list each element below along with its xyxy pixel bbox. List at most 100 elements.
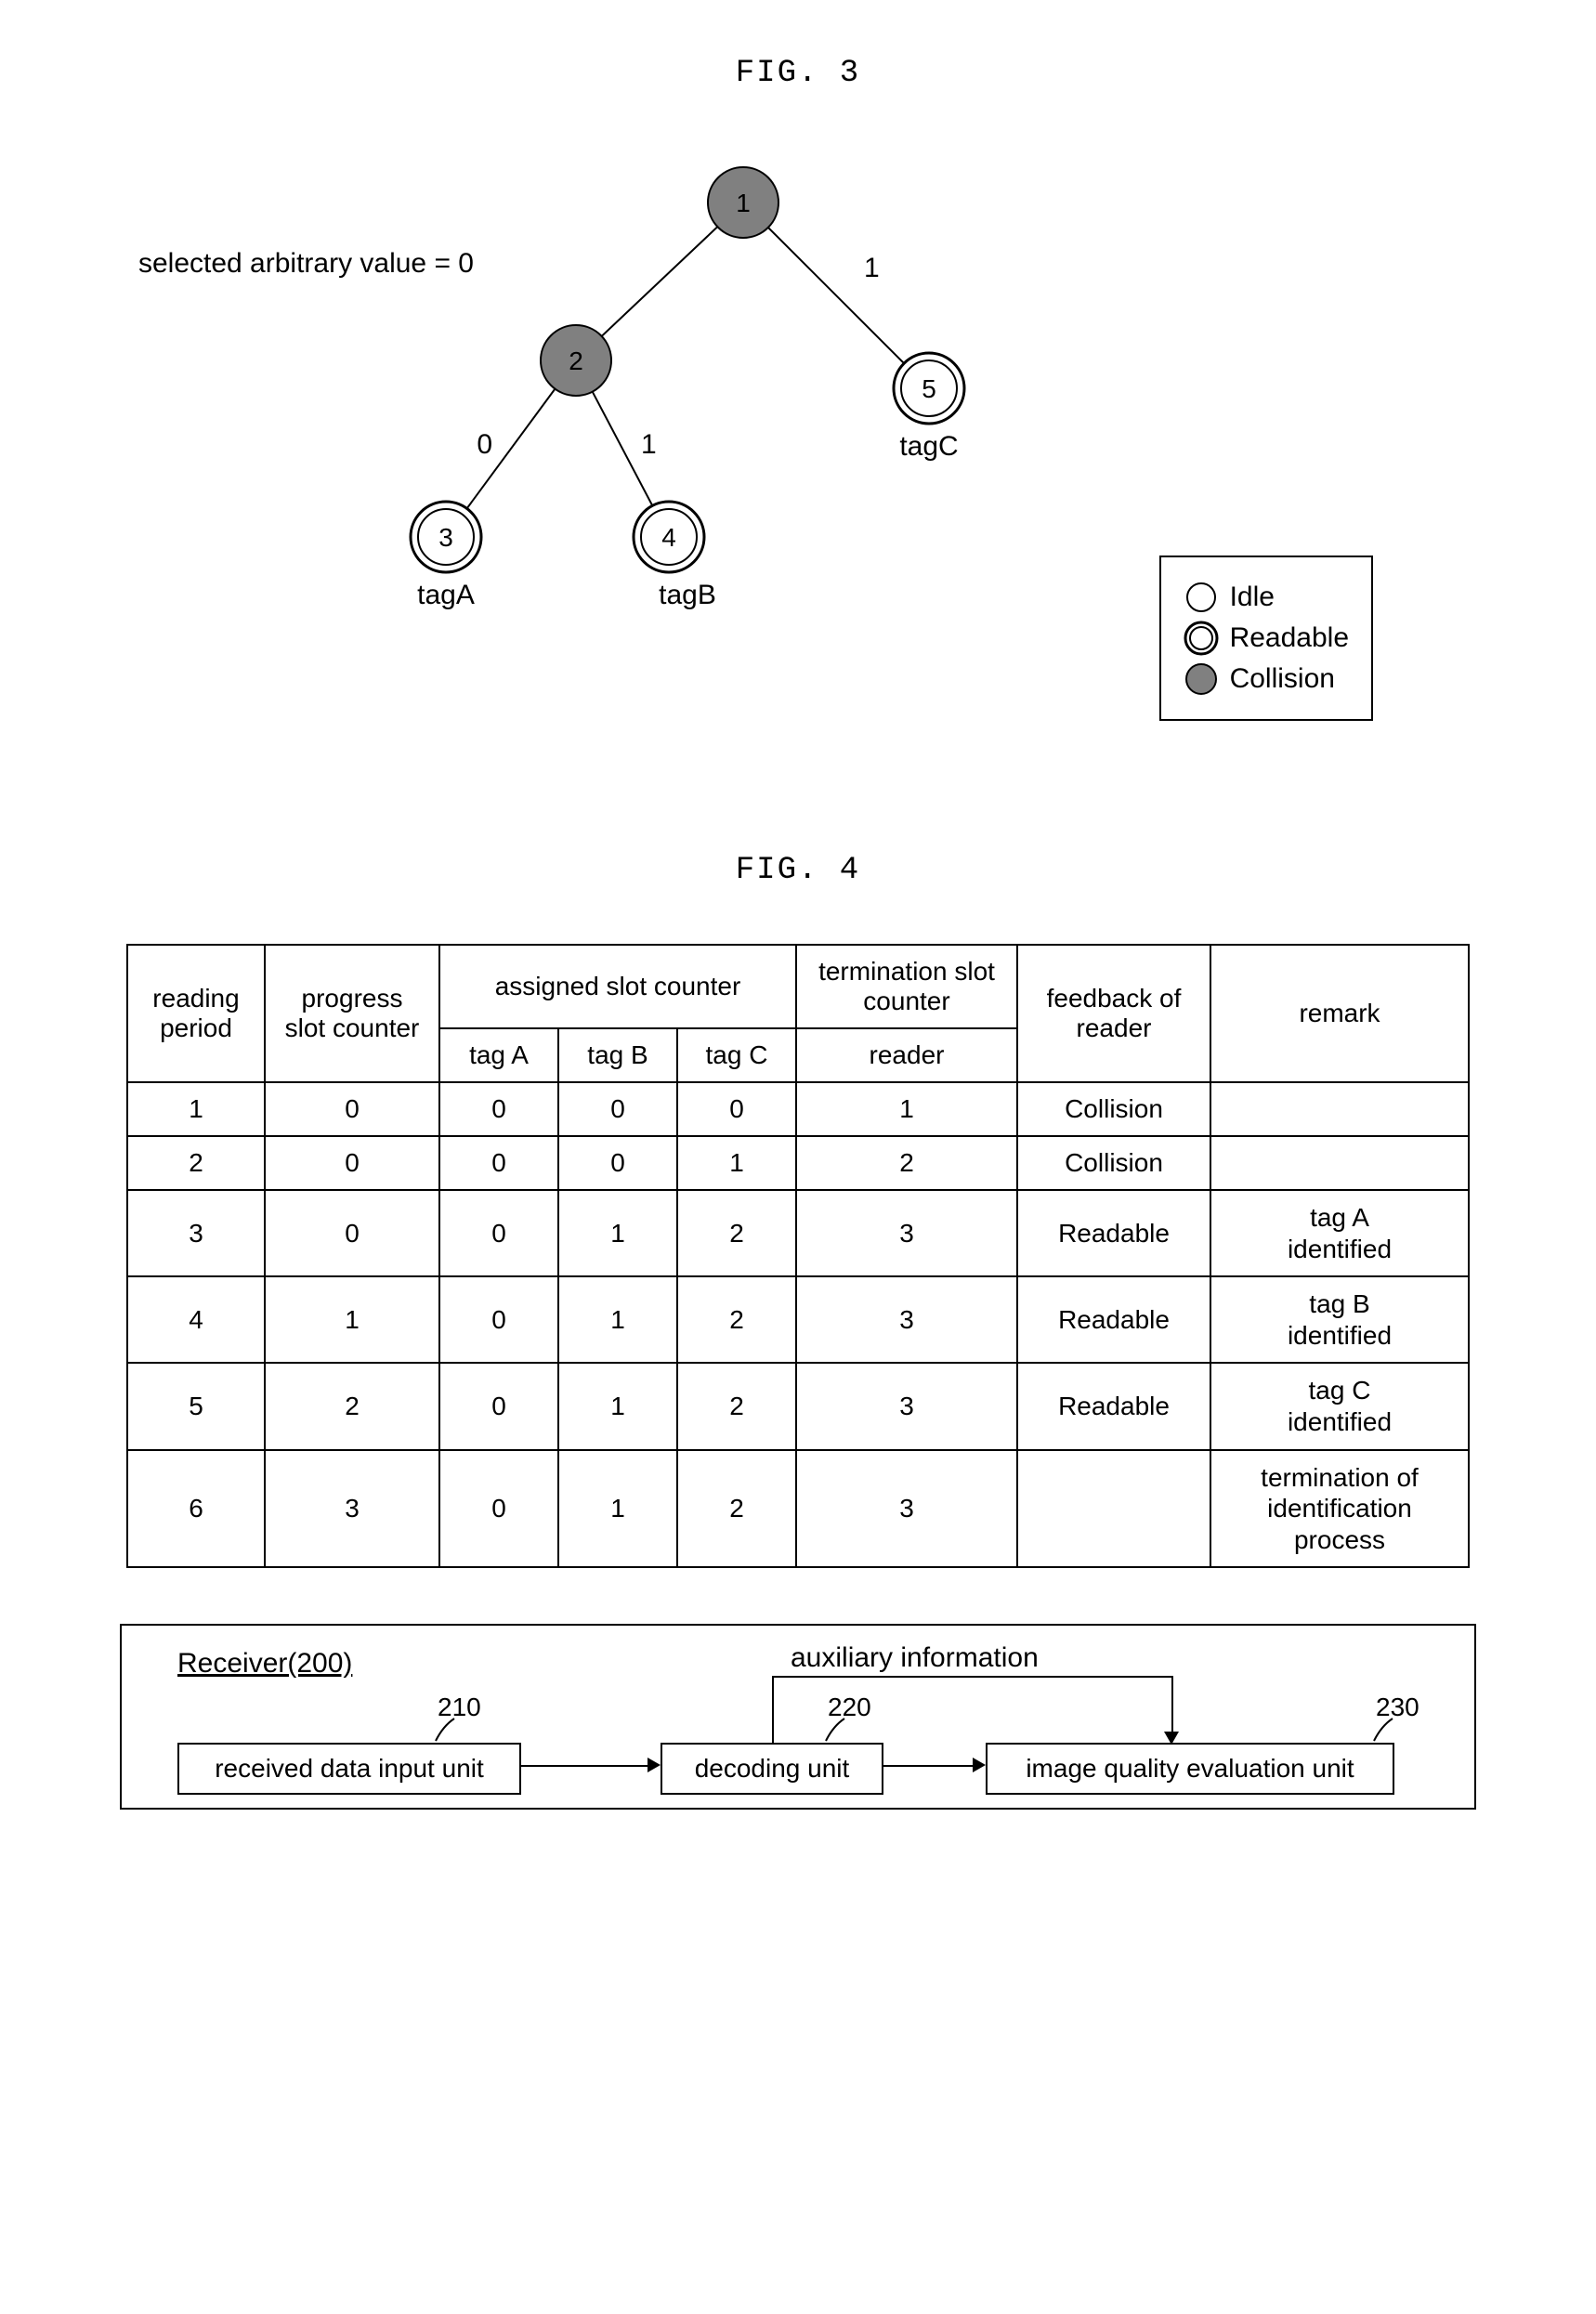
- table-cell: Readable: [1017, 1276, 1210, 1363]
- table-cell: 2: [127, 1136, 265, 1190]
- arrow-head-220-230: [973, 1758, 986, 1772]
- table-cell: 1: [677, 1136, 796, 1190]
- table-cell: 2: [677, 1190, 796, 1276]
- legend-idle: Idle: [1184, 580, 1349, 615]
- table-cell: 1: [558, 1190, 677, 1276]
- table-row: 200012Collision: [127, 1136, 1469, 1190]
- svg-text:1: 1: [641, 429, 657, 460]
- table-cell: 1: [558, 1276, 677, 1363]
- table-row: 520123Readabletag Cidentified: [127, 1363, 1469, 1449]
- table-cell: termination ofidentificationprocess: [1210, 1450, 1469, 1568]
- receiver-box: Receiver(200) auxiliary information 210 …: [120, 1624, 1476, 1810]
- table-cell: 1: [558, 1363, 677, 1449]
- table-cell: tag Bidentified: [1210, 1276, 1469, 1363]
- table-row: 100001Collision: [127, 1082, 1469, 1136]
- table-cell: 0: [439, 1276, 558, 1363]
- svg-text:tagB: tagB: [659, 580, 716, 610]
- table-cell: 1: [796, 1082, 1017, 1136]
- legend-idle-label: Idle: [1230, 582, 1275, 613]
- table-cell: 0: [558, 1136, 677, 1190]
- table-cell: 0: [439, 1190, 558, 1276]
- aux-hline: [772, 1676, 1171, 1678]
- arrow-210-220: [519, 1765, 649, 1767]
- aux-arrow-down: [1164, 1732, 1179, 1745]
- table-cell: tag Cidentified: [1210, 1363, 1469, 1449]
- table-cell: 5: [127, 1363, 265, 1449]
- legend-readable: Readable: [1184, 621, 1349, 656]
- aux-vline-right: [1171, 1676, 1173, 1733]
- table-cell: 2: [677, 1276, 796, 1363]
- table-cell: 3: [265, 1450, 439, 1568]
- table-cell: 6: [127, 1450, 265, 1568]
- table-cell: Collision: [1017, 1082, 1210, 1136]
- receiver-title: Receiver(200): [177, 1648, 352, 1680]
- table-cell: 0: [265, 1136, 439, 1190]
- th-progress-slot: progress slot counter: [265, 945, 439, 1082]
- svg-text:tagC: tagC: [899, 431, 958, 462]
- svg-text:1: 1: [864, 253, 880, 283]
- svg-text:1: 1: [736, 189, 751, 217]
- table-cell: 0: [439, 1450, 558, 1568]
- table-cell: 0: [439, 1136, 558, 1190]
- th-remark: remark: [1210, 945, 1469, 1082]
- table-row: 630123termination ofidentificationproces…: [127, 1450, 1469, 1568]
- th-reader: reader: [796, 1028, 1017, 1082]
- svg-text:selected arbitrary value = 0: selected arbitrary value = 0: [138, 248, 474, 279]
- table-row: 410123Readabletag Bidentified: [127, 1276, 1469, 1363]
- table-cell: 0: [677, 1082, 796, 1136]
- svg-text:0: 0: [477, 429, 492, 460]
- th-tagC: tag C: [677, 1028, 796, 1082]
- decoding-unit: decoding unit: [661, 1743, 883, 1795]
- table-cell: Readable: [1017, 1190, 1210, 1276]
- th-termination-slot: termination slot counter: [796, 945, 1017, 1028]
- table-cell: 3: [796, 1190, 1017, 1276]
- table-cell: [1210, 1082, 1469, 1136]
- table-cell: [1210, 1136, 1469, 1190]
- table-cell: 3: [796, 1276, 1017, 1363]
- table-cell: 2: [677, 1450, 796, 1568]
- arrow-head-210-220: [648, 1758, 661, 1772]
- table-cell: Collision: [1017, 1136, 1210, 1190]
- table-cell: [1017, 1450, 1210, 1568]
- table-cell: 2: [796, 1136, 1017, 1190]
- table-cell: 0: [265, 1190, 439, 1276]
- th-tagA: tag A: [439, 1028, 558, 1082]
- fig4-table: reading period progress slot counter ass…: [126, 944, 1470, 1568]
- svg-text:3: 3: [438, 523, 453, 552]
- unit-220-leader: [818, 1717, 856, 1745]
- fig3-label: FIG. 3: [37, 56, 1559, 91]
- unit-210-leader: [428, 1717, 465, 1745]
- unit-230-leader: [1367, 1717, 1404, 1745]
- legend-box: Idle Readable Collision: [1159, 556, 1373, 721]
- table-cell: 0: [439, 1363, 558, 1449]
- svg-text:5: 5: [922, 374, 936, 403]
- table-cell: 0: [265, 1082, 439, 1136]
- table-cell: 4: [127, 1276, 265, 1363]
- image-quality-eval-unit: image quality evaluation unit: [986, 1743, 1394, 1795]
- table-cell: 0: [439, 1082, 558, 1136]
- svg-text:2: 2: [569, 346, 583, 375]
- legend-readable-label: Readable: [1230, 622, 1349, 654]
- fig4-label: FIG. 4: [37, 853, 1559, 888]
- th-tagB: tag B: [558, 1028, 677, 1082]
- arrow-220-230: [882, 1765, 975, 1767]
- table-row: 300123Readabletag Aidentified: [127, 1190, 1469, 1276]
- table-cell: 3: [127, 1190, 265, 1276]
- table-cell: 1: [265, 1276, 439, 1363]
- table-cell: tag Aidentified: [1210, 1190, 1469, 1276]
- fig4-table-container: reading period progress slot counter ass…: [37, 944, 1559, 1568]
- legend-collision-label: Collision: [1230, 663, 1335, 695]
- received-data-input-unit: received data input unit: [177, 1743, 521, 1795]
- table-cell: 3: [796, 1363, 1017, 1449]
- table-cell: 1: [558, 1450, 677, 1568]
- legend-collision: Collision: [1184, 661, 1349, 697]
- table-cell: 0: [558, 1082, 677, 1136]
- aux-vline-left: [772, 1676, 774, 1743]
- table-cell: 3: [796, 1450, 1017, 1568]
- th-reading-period: reading period: [127, 945, 265, 1082]
- receiver-container: Receiver(200) auxiliary information 210 …: [37, 1624, 1559, 1810]
- table-cell: 2: [677, 1363, 796, 1449]
- svg-text:tagA: tagA: [417, 580, 475, 610]
- table-cell: Readable: [1017, 1363, 1210, 1449]
- table-cell: 2: [265, 1363, 439, 1449]
